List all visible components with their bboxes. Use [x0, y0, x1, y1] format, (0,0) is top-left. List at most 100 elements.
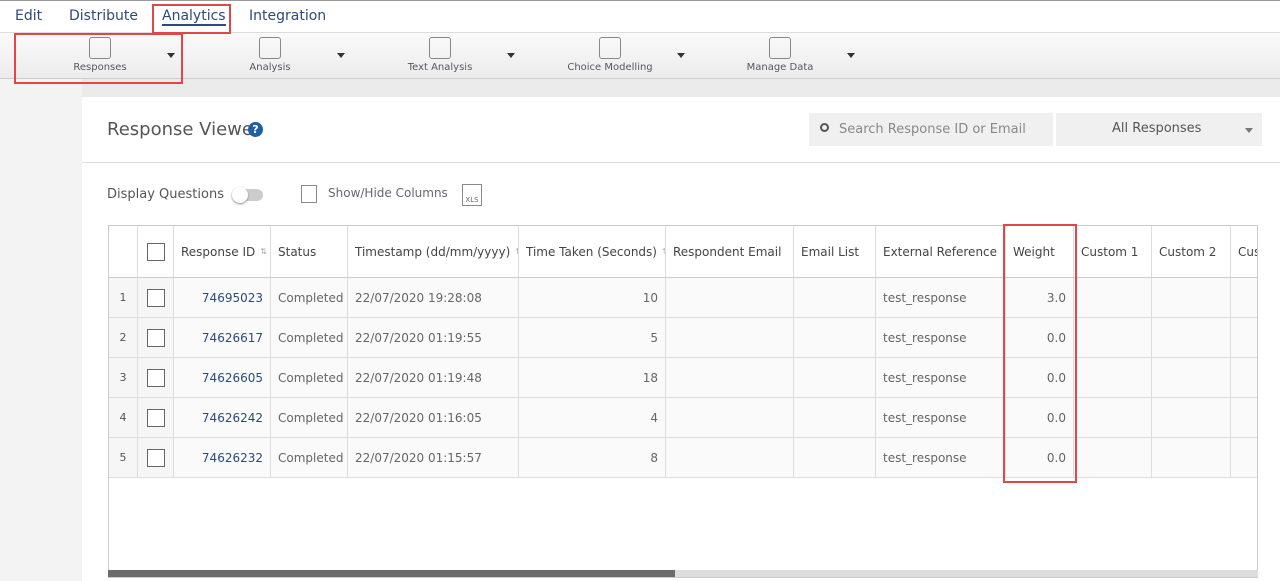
caret [507, 53, 515, 58]
highlight-responses [14, 33, 183, 84]
table-cell: 5 [109, 438, 138, 477]
checkbox[interactable] [147, 328, 165, 347]
header-cell: External Reference [876, 226, 1006, 277]
nav-tab[interactable]: Distribute [69, 8, 138, 24]
sort-icon: ⇅ [662, 247, 665, 256]
checkbox[interactable] [147, 288, 165, 307]
table-cell [1152, 398, 1231, 437]
cell-time: 18 [642, 370, 658, 385]
tool-icon [429, 37, 451, 59]
header-cell: Response ID ⇅ [174, 226, 271, 277]
cell-id[interactable]: 74626605 [201, 370, 263, 385]
search-placeholder: Search Response ID or Email [839, 122, 1026, 137]
table-cell [1231, 398, 1257, 437]
table-cell: 2 [109, 318, 138, 357]
tool-icon [89, 37, 111, 59]
cell-weight: 0.0 [1046, 330, 1066, 345]
nav-tab[interactable]: Analytics [162, 8, 226, 26]
table-cell [138, 318, 174, 357]
caret [847, 53, 855, 58]
scrollbar-thumb[interactable] [108, 570, 675, 577]
toolbar: Responses Analysis Text Analysis Choice Mod… [0, 33, 1280, 79]
search-box[interactable]: Search Response ID or Email [809, 113, 1053, 146]
columns-icon[interactable] [301, 185, 317, 203]
export-xls[interactable]: XLS [462, 184, 482, 206]
cell-status: Completed [278, 370, 344, 385]
caret [677, 53, 685, 58]
table-row: 2 74626617 Completed 22/07/2020 01:19:55 5 te… [109, 318, 1257, 358]
table-cell: 8 [519, 438, 666, 477]
cell-weight: 0.0 [1046, 370, 1066, 385]
column-header[interactable]: Time Taken (Seconds) [526, 244, 657, 259]
table-cell [138, 438, 174, 477]
cell-time: 4 [650, 410, 658, 425]
table-cell [794, 318, 876, 357]
table-cell [1231, 318, 1257, 357]
table-cell: 1 [109, 278, 138, 317]
cell-status: Completed [278, 330, 344, 345]
table-row: 3 74626605 Completed 22/07/2020 01:19:48 18 t… [109, 358, 1257, 398]
toggle[interactable] [232, 187, 263, 203]
checkbox[interactable] [147, 368, 165, 387]
table-cell [1231, 358, 1257, 397]
show-hide-columns[interactable]: Show/Hide Columns [328, 186, 448, 200]
tool-label: Text Analysis [407, 62, 473, 73]
header-cell: Email List [794, 226, 876, 277]
cell-time: 5 [650, 330, 658, 345]
cell-timestamp: 22/07/2020 01:15:57 [355, 450, 482, 465]
table-cell: Completed [271, 438, 348, 477]
table-cell [138, 398, 174, 437]
column-header[interactable]: External Reference [883, 244, 998, 259]
table-row: 5 74626232 Completed 22/07/2020 01:15:57 8 te… [109, 438, 1257, 478]
column-header[interactable]: Email List [801, 244, 860, 259]
table-cell: 74626232 [174, 438, 271, 477]
column-header[interactable]: Weight [1013, 244, 1055, 259]
table-cell: 18 [519, 358, 666, 397]
filter-dropdown[interactable]: All Responses [1056, 113, 1262, 146]
toolbar-item[interactable]: Manage Data [695, 33, 865, 79]
column-header[interactable]: Custom 1 [1081, 244, 1139, 259]
cell-id[interactable]: 74626617 [201, 330, 263, 345]
column-header[interactable]: Custom 2 [1159, 244, 1217, 259]
tool-label: Analysis [249, 62, 291, 73]
cell-id[interactable]: 74695023 [201, 290, 263, 305]
cell-id[interactable]: 74626242 [201, 410, 263, 425]
tool-label: Manage Data [746, 62, 814, 73]
table-cell: test_response [876, 438, 1006, 477]
nav-tab[interactable]: Edit [15, 8, 43, 24]
row-number: 3 [119, 371, 127, 384]
table-cell: Completed [271, 318, 348, 357]
header-cell [109, 226, 138, 277]
toolbar-item[interactable]: Responses [15, 33, 185, 79]
column-header[interactable]: Response ID [181, 244, 256, 259]
nav-tab[interactable]: Integration [249, 8, 327, 24]
toolbar-item[interactable]: Choice Modelling [525, 33, 695, 79]
checkbox[interactable] [147, 242, 165, 261]
help-icon[interactable]: ? [248, 122, 263, 137]
table-cell: 22/07/2020 01:19:55 [348, 318, 519, 357]
checkbox[interactable] [147, 408, 165, 427]
toolbar-item[interactable]: Text Analysis [355, 33, 525, 79]
highlight-analytics [152, 4, 231, 34]
table-cell [138, 278, 174, 317]
caret [1245, 128, 1253, 133]
divider [82, 162, 1280, 163]
toolbar-item[interactable]: Analysis [185, 33, 355, 79]
table-cell [666, 318, 794, 357]
table-cell [1074, 278, 1152, 317]
row-number: 4 [119, 411, 127, 424]
table-cell: 0.0 [1006, 358, 1074, 397]
column-header[interactable]: Cus [1238, 244, 1257, 259]
table-cell [1231, 438, 1257, 477]
checkbox[interactable] [147, 448, 165, 467]
left-sidebar [0, 79, 82, 581]
row-number: 2 [119, 331, 127, 344]
cell-id[interactable]: 74626232 [201, 450, 263, 465]
column-header[interactable]: Respondent Email [673, 244, 782, 259]
column-header[interactable]: Status [278, 244, 317, 259]
column-header[interactable]: Timestamp (dd/mm/yyyy) [355, 244, 511, 259]
table-cell: 10 [519, 278, 666, 317]
caret [167, 53, 175, 58]
table-cell [1074, 398, 1152, 437]
header-cell: Cus [1231, 226, 1257, 277]
